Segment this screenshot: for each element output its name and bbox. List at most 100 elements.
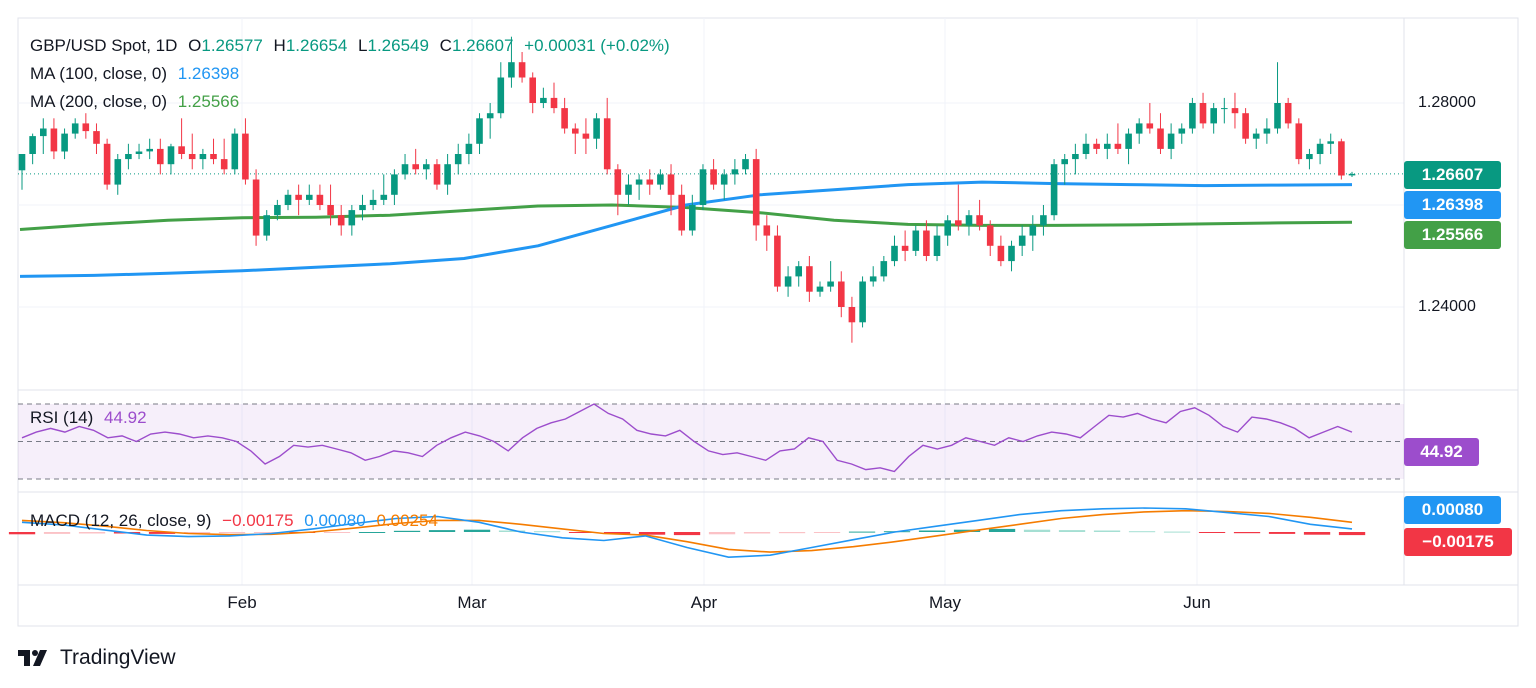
close-key: C	[439, 36, 452, 55]
candle-body	[710, 169, 717, 185]
candle-body	[1327, 141, 1334, 144]
macd-hist-bar	[393, 530, 421, 532]
macd-hist-bar	[1233, 532, 1261, 534]
macd-hist-bar	[848, 531, 876, 533]
candle-body	[1178, 128, 1186, 134]
ohlc-legend: GBP/USD Spot, 1D O1.26577 H1.26654 L1.26…	[30, 36, 676, 56]
candle-body	[231, 133, 239, 170]
ma100-label: MA (100, close, 0)	[30, 64, 168, 83]
tradingview-brand[interactable]: TradingView	[18, 646, 176, 670]
candle-body	[774, 235, 781, 287]
rsi-tag: 44.92	[1404, 438, 1479, 466]
ma200-path	[19, 203, 1353, 231]
candle-body	[625, 184, 632, 195]
ma100-value: 1.26398	[177, 64, 240, 83]
macd-hist-bar	[638, 532, 666, 535]
macd-hist-bar	[1023, 529, 1051, 532]
candle-body	[50, 128, 58, 152]
candle-body	[763, 225, 771, 236]
time-label-mar: Mar	[457, 593, 487, 612]
macd-hist-bar	[183, 532, 211, 534]
macd-hist-bar	[568, 532, 596, 533]
low-value: 1.26549	[367, 36, 429, 55]
candle-body	[391, 174, 398, 195]
candle-body	[61, 133, 68, 152]
candle-body	[986, 225, 994, 246]
candle-body	[1295, 123, 1303, 160]
ma200-legend[interactable]: MA (200, close, 0) 1.25566	[30, 92, 245, 112]
candle-body	[997, 245, 1005, 262]
candle-body	[103, 143, 111, 185]
candle-body	[306, 194, 313, 200]
macd-hist-bar	[603, 532, 631, 534]
ma100-path	[19, 180, 1353, 278]
rsi-legend[interactable]: RSI (14) 44.92	[30, 408, 153, 428]
candle-body	[518, 62, 526, 78]
candle-body	[1231, 108, 1239, 114]
macd-tag: 0.00080	[1404, 496, 1501, 524]
macd-hist-bar	[988, 528, 1016, 532]
price-label-high: 1.28000	[1418, 94, 1476, 111]
ma100-legend[interactable]: MA (100, close, 0) 1.26398	[30, 64, 245, 84]
macd-hist-bar	[8, 532, 36, 535]
candle-body	[295, 194, 302, 200]
candle-body	[1135, 123, 1143, 134]
macd-hist-bar	[428, 530, 456, 532]
candle-body	[508, 62, 515, 78]
candle-body	[1125, 133, 1132, 149]
candle-body	[891, 245, 898, 262]
macd-hist-bar	[358, 532, 386, 533]
candle-body	[114, 159, 122, 185]
candle-body	[646, 179, 654, 185]
candle-body	[965, 215, 973, 226]
candle-body	[593, 118, 600, 139]
candle-body	[486, 113, 494, 119]
macd-signal-value: 0.00254	[376, 511, 438, 530]
candle-body	[742, 159, 749, 170]
macd-line	[21, 507, 1353, 559]
rsi-line	[21, 403, 1353, 473]
candle-body	[1189, 103, 1196, 129]
ma200-value: 1.25566	[177, 92, 240, 111]
candle-body	[1146, 123, 1154, 129]
candle-body	[93, 131, 100, 144]
macd-hist-bar	[1198, 532, 1226, 533]
macd-legend[interactable]: MACD (12, 26, close, 9) −0.00175 0.00080…	[30, 511, 444, 531]
candle-body	[210, 154, 217, 160]
candle-body	[912, 230, 920, 251]
candle-body	[838, 281, 845, 307]
candle-body	[242, 133, 249, 180]
candle-body	[1040, 215, 1047, 226]
candle-body	[827, 281, 834, 287]
candle-body	[720, 174, 728, 185]
candle-body	[955, 220, 962, 226]
ma100-line	[19, 180, 1353, 278]
candle-body	[1338, 141, 1345, 176]
candle-body	[1306, 154, 1313, 160]
candle-body	[657, 174, 664, 185]
candle-body	[635, 179, 643, 185]
candle-body	[1104, 143, 1111, 149]
candle-body	[1029, 225, 1037, 236]
macd-hist-bar	[498, 530, 526, 532]
open-value: 1.26577	[201, 36, 263, 55]
macd-hist-bar	[1338, 532, 1366, 536]
macd-hist-bar	[78, 532, 106, 534]
candle-body	[689, 205, 696, 231]
candle-body	[1242, 113, 1249, 139]
macd-hist-bar	[1303, 532, 1331, 535]
candle-body	[284, 194, 292, 205]
last-price-tag: 1.26607	[1404, 161, 1501, 189]
high-key: H	[273, 36, 286, 55]
candle-body	[1263, 128, 1271, 134]
candle-body	[550, 97, 558, 109]
macd-hist-bar	[463, 529, 491, 532]
macd-hist-bar	[533, 531, 561, 533]
candle-body	[1221, 108, 1228, 110]
candle-body	[29, 136, 36, 154]
time-label-apr: Apr	[690, 593, 718, 612]
candle-body	[412, 164, 419, 170]
candle-body	[135, 151, 143, 154]
ma200-line	[19, 203, 1353, 231]
